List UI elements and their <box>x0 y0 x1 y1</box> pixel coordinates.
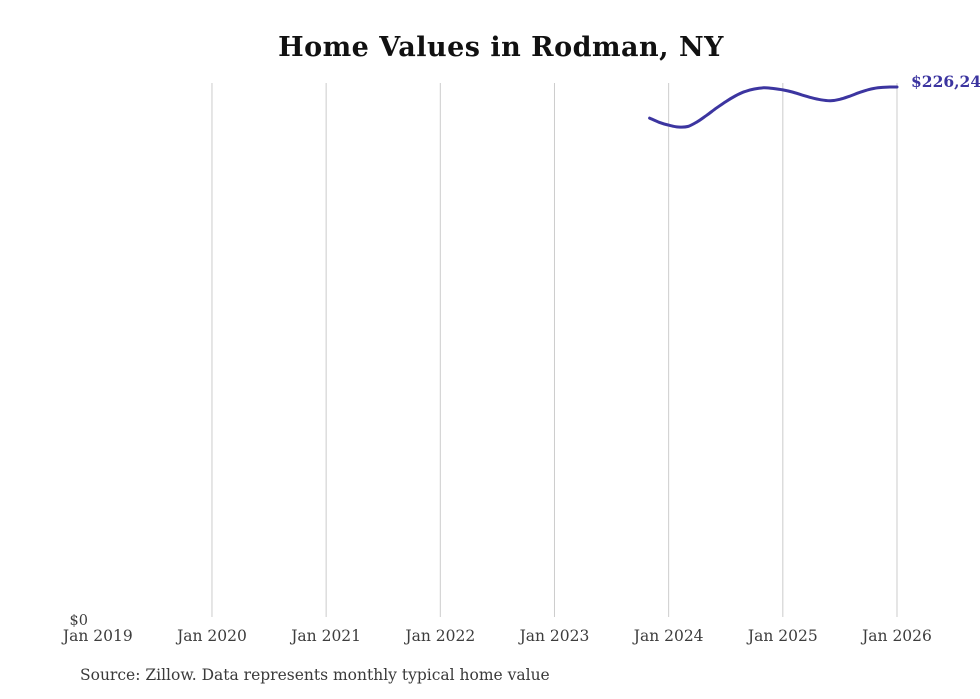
x-axis-label: Jan 2019 <box>61 627 133 645</box>
x-axis-labels-group: Jan 2019 Jan 2020 Jan 2021 Jan 2022 Jan 2023… <box>61 627 932 645</box>
x-axis-label: Jan 2026 <box>860 627 932 645</box>
home-value-line <box>648 85 899 129</box>
source-note: Source: Zillow. Data represents monthly … <box>80 666 550 684</box>
x-axis-label: Jan 2021 <box>289 627 361 645</box>
latest-value-label: $226,248 <box>911 72 980 91</box>
x-axis-label: Jan 2025 <box>746 627 818 645</box>
x-axis-label: Jan 2020 <box>175 627 247 645</box>
x-axis-label: Jan 2024 <box>632 627 704 645</box>
chart-title: Home Values in Rodman, NY <box>278 32 724 63</box>
x-axis-label: Jan 2022 <box>403 627 475 645</box>
x-axis-label: Jan 2023 <box>518 627 590 645</box>
gridlines-group <box>211 83 898 617</box>
y-axis-zero-label: $0 <box>70 613 88 629</box>
